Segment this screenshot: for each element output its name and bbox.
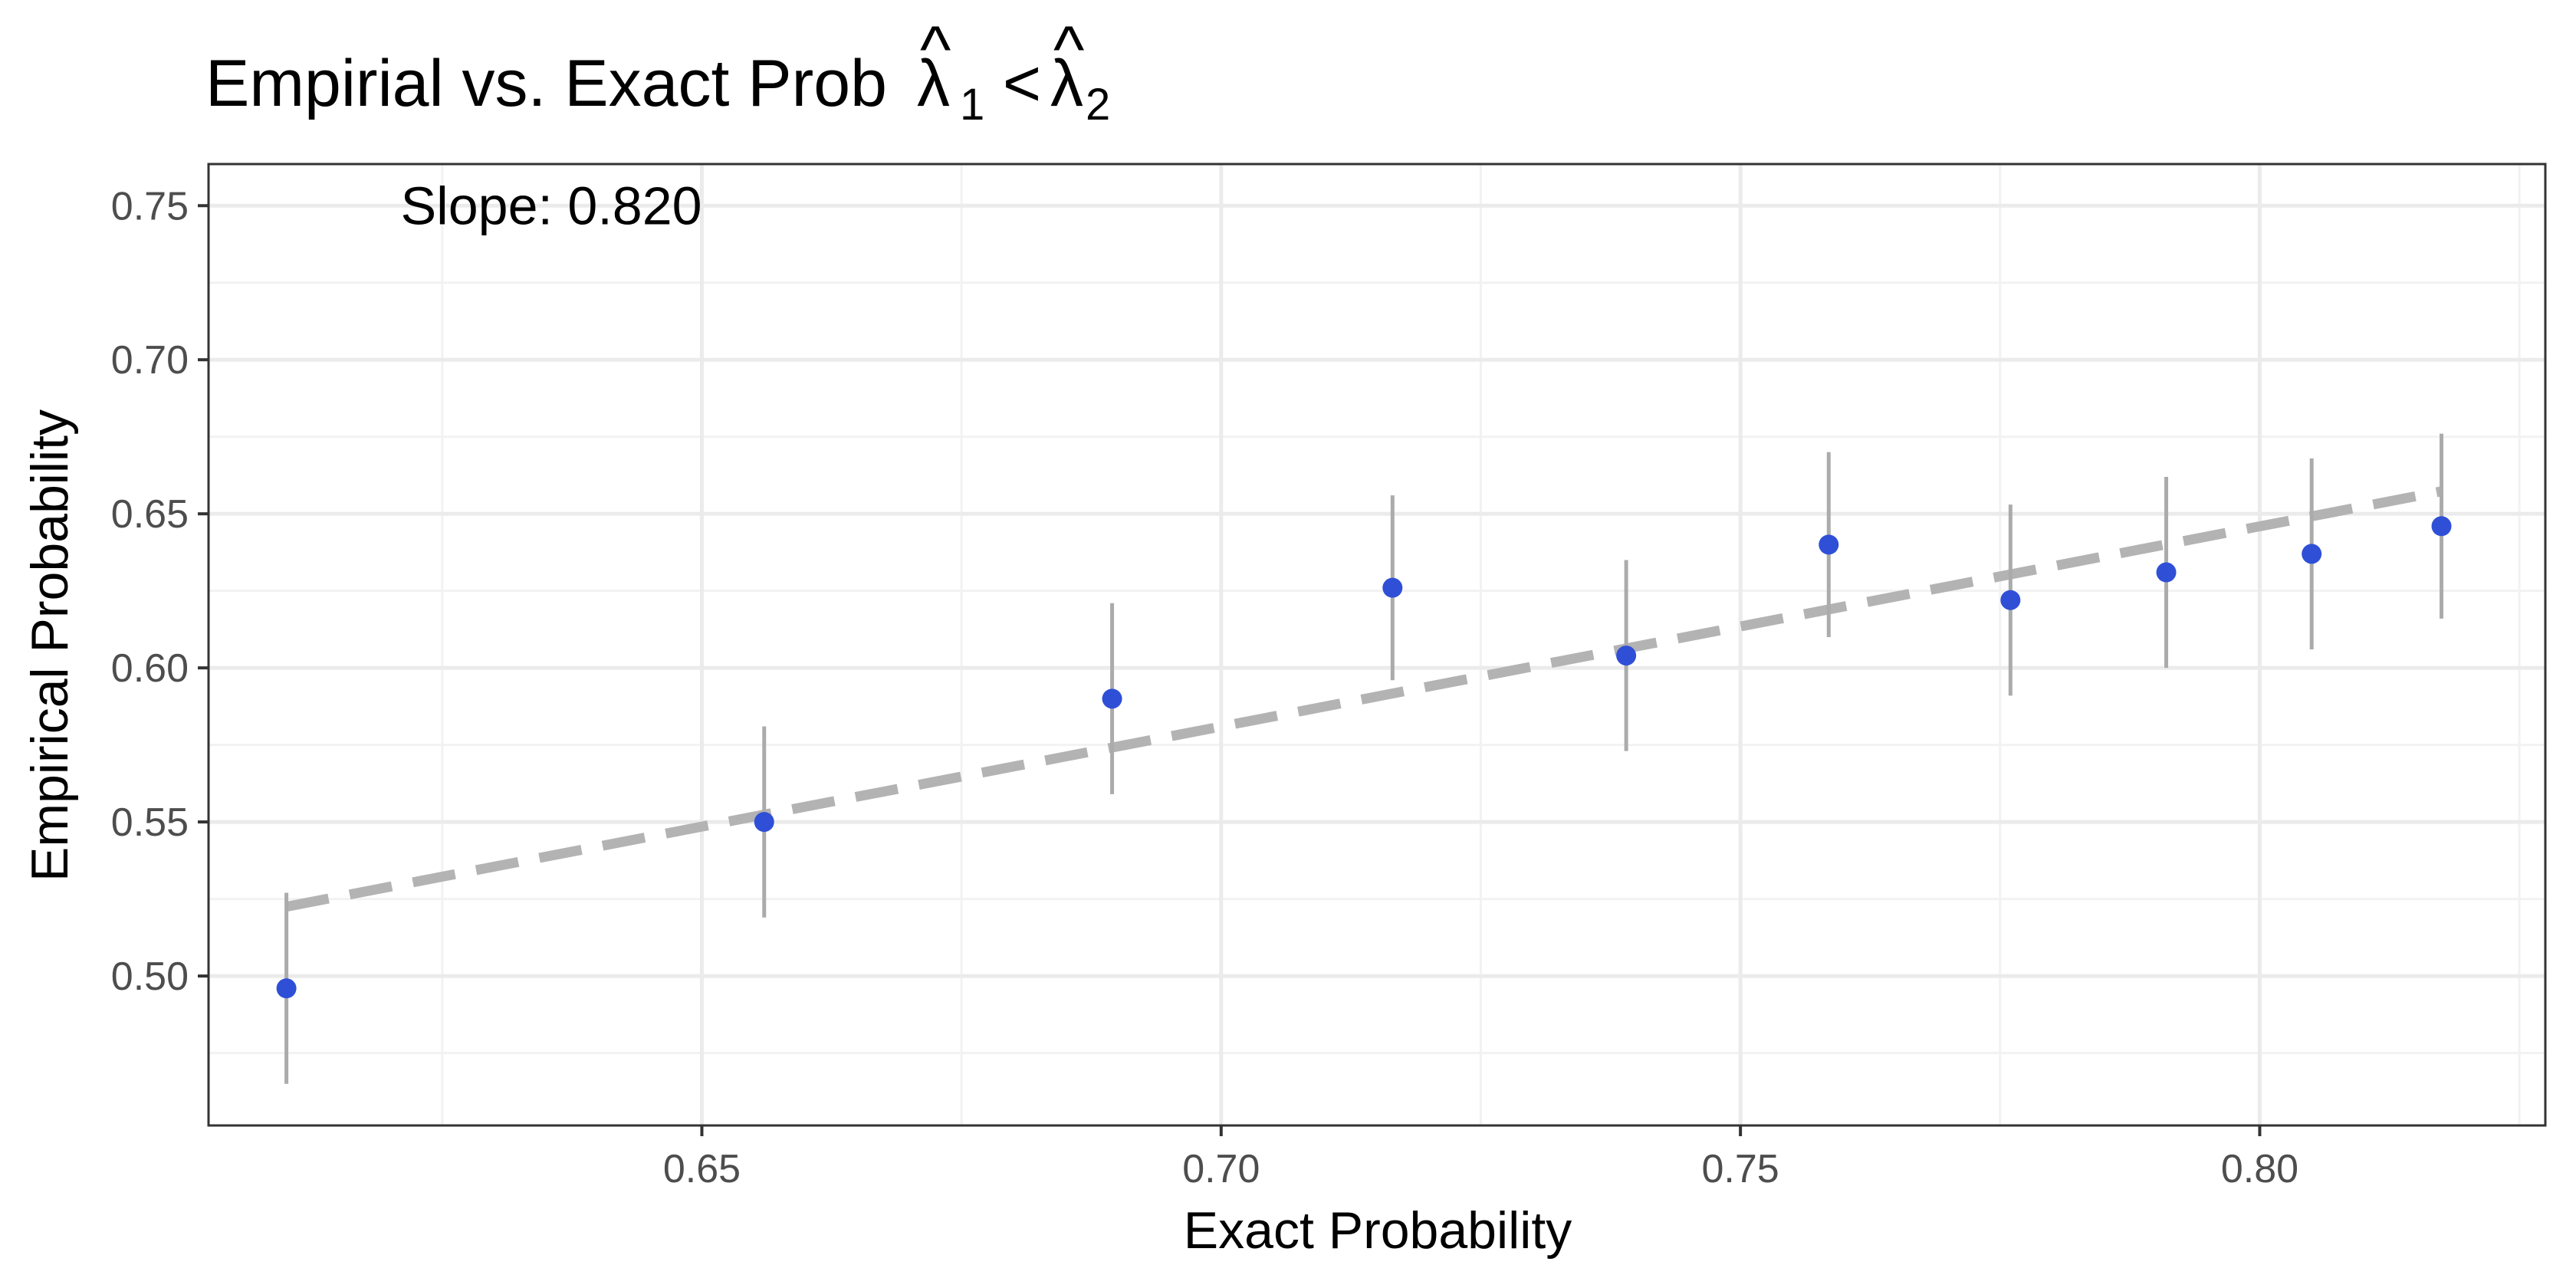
y-tick-label: 0.55 <box>111 800 189 845</box>
data-point <box>1102 688 1122 709</box>
title-lhs-subscript: 1 <box>960 80 984 130</box>
fit-line-layer <box>285 486 2443 912</box>
title-lhs-hat: ^ <box>920 13 951 87</box>
y-axis: 0.50 0.55 0.60 0.65 0.70 0.75 <box>111 184 209 999</box>
fit-line <box>285 486 2443 912</box>
y-tick-label: 0.50 <box>111 955 189 999</box>
slope-annotation: Slope: 0.820 <box>400 176 702 235</box>
x-axis-title: Exact Probability <box>1184 1201 1572 1260</box>
points <box>276 516 2452 999</box>
title-prefix: Empirial vs. Exact Prob <box>205 47 905 120</box>
title-lhs-symbol: λ <box>917 47 950 120</box>
data-point <box>276 978 297 999</box>
title-operator: < <box>984 47 1060 120</box>
data-point <box>2431 516 2452 537</box>
x-tick-label: 0.70 <box>1182 1147 1260 1191</box>
data-point <box>2000 590 2021 610</box>
panel-border <box>207 163 2547 1127</box>
grid <box>209 164 2545 1125</box>
data-point <box>1616 646 1637 666</box>
chart-title: Empirial vs. Exact Prob λ ^ 1 < λ ^ 2 <box>205 13 1110 130</box>
y-tick-label: 0.65 <box>111 492 189 537</box>
title-rhs-symbol: λ <box>1050 47 1083 120</box>
x-axis: 0.65 0.70 0.75 0.80 <box>663 1125 2298 1191</box>
data-point <box>2156 562 2177 583</box>
x-tick-label: 0.75 <box>1702 1147 1779 1191</box>
data-point <box>754 812 774 833</box>
y-tick-label: 0.60 <box>111 646 189 691</box>
y-tick-label: 0.75 <box>111 184 189 228</box>
x-tick-label: 0.65 <box>663 1147 741 1191</box>
data-point <box>1382 577 1403 598</box>
y-axis-title: Empirical Probability <box>21 409 79 882</box>
title-rhs-subscript: 2 <box>1086 80 1110 130</box>
y-tick-label: 0.70 <box>111 338 189 383</box>
data-point <box>1819 534 1839 555</box>
x-tick-label: 0.80 <box>2221 1147 2298 1191</box>
data-point <box>2302 544 2322 564</box>
title-rhs-hat: ^ <box>1053 13 1084 87</box>
